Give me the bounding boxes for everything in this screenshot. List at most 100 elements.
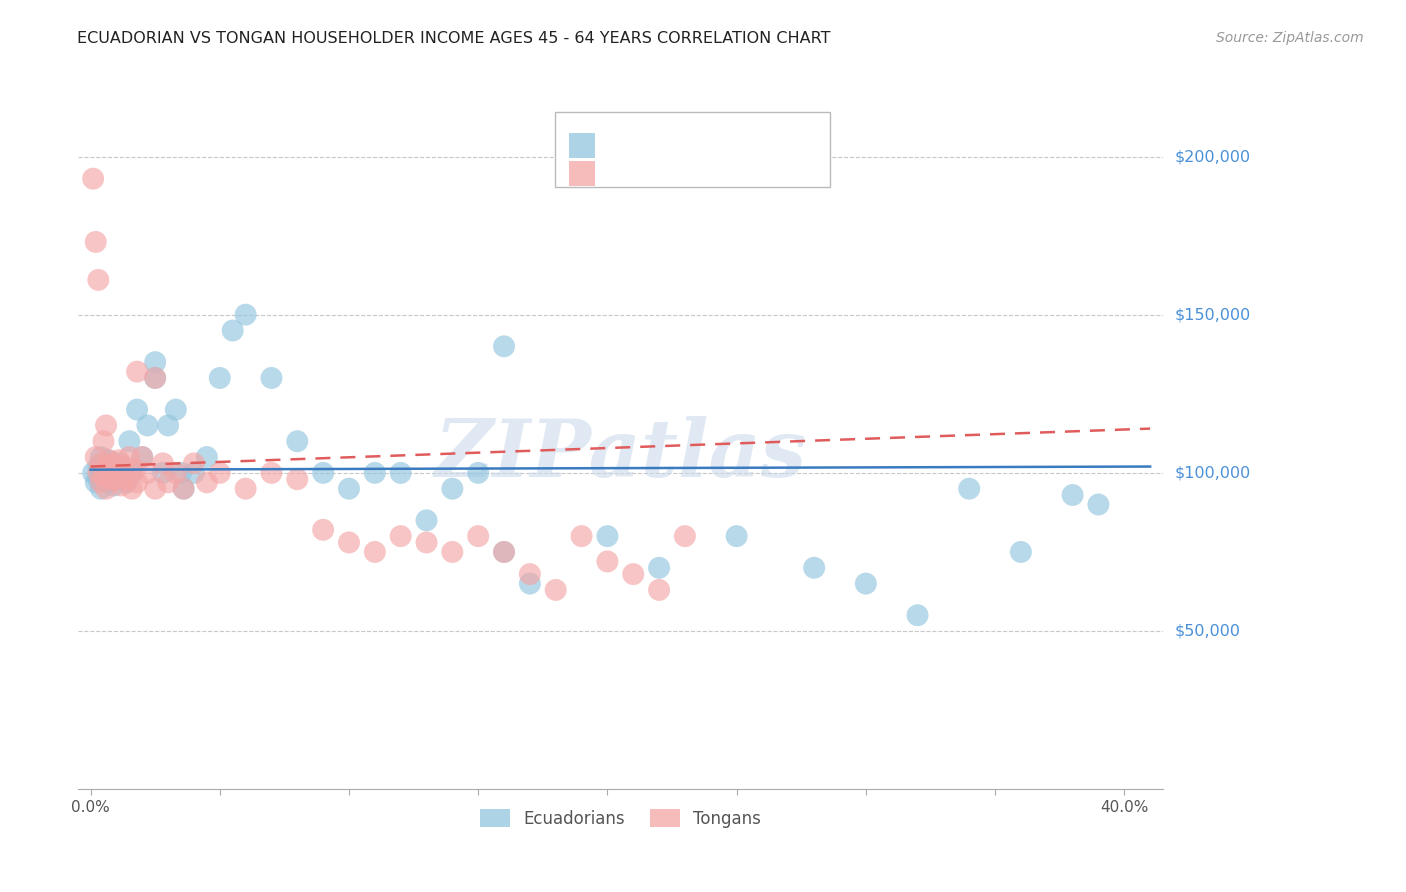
Tongans	[125, 475, 148, 490]
Ecuadorians	[87, 472, 110, 486]
Ecuadorians	[87, 459, 110, 474]
Tongans	[118, 450, 141, 464]
Ecuadorians	[803, 561, 825, 575]
Ecuadorians	[957, 482, 980, 496]
Text: $100,000: $100,000	[1174, 466, 1250, 481]
Tongans	[143, 482, 166, 496]
Tongans	[93, 434, 115, 449]
Tongans	[87, 466, 110, 480]
Ecuadorians	[519, 576, 541, 591]
Ecuadorians	[492, 545, 515, 559]
Tongans	[97, 453, 120, 467]
Tongans	[112, 459, 135, 474]
Tongans	[136, 466, 159, 480]
Text: $50,000: $50,000	[1174, 624, 1240, 639]
Ecuadorians	[441, 482, 464, 496]
Tongans	[208, 466, 231, 480]
Text: $150,000: $150,000	[1174, 307, 1250, 322]
Ecuadorians	[648, 561, 671, 575]
Ecuadorians	[125, 402, 148, 417]
Ecuadorians	[337, 482, 360, 496]
Tongans	[441, 545, 464, 559]
Ecuadorians	[115, 475, 138, 490]
Ecuadorians	[121, 466, 143, 480]
Tongans	[87, 273, 110, 287]
Tongans	[110, 478, 132, 492]
Ecuadorians	[84, 475, 107, 490]
Ecuadorians	[136, 418, 159, 433]
Ecuadorians	[1010, 545, 1032, 559]
Ecuadorians	[260, 371, 283, 385]
Ecuadorians	[94, 463, 117, 477]
Tongans	[90, 475, 112, 490]
Tongans	[121, 482, 143, 496]
Tongans	[90, 456, 112, 470]
Tongans	[195, 475, 218, 490]
Ecuadorians	[93, 456, 115, 470]
Tongans	[82, 171, 104, 186]
Tongans	[152, 456, 174, 470]
Text: R = 0.008: R = 0.008	[609, 131, 699, 149]
Ecuadorians	[364, 466, 387, 480]
Ecuadorians	[108, 456, 131, 470]
Tongans	[125, 365, 148, 379]
Ecuadorians	[222, 324, 245, 338]
Ecuadorians	[415, 513, 437, 527]
Text: ZIPatlas: ZIPatlas	[434, 416, 807, 493]
Ecuadorians	[312, 466, 335, 480]
Tongans	[648, 582, 671, 597]
Ecuadorians	[97, 475, 120, 490]
Tongans	[108, 453, 131, 467]
Tongans	[544, 582, 567, 597]
Tongans	[285, 472, 308, 486]
Ecuadorians	[165, 402, 187, 417]
Tongans	[97, 459, 120, 474]
Ecuadorians	[93, 466, 115, 480]
Ecuadorians	[725, 529, 748, 543]
Tongans	[492, 545, 515, 559]
Tongans	[124, 463, 146, 477]
Ecuadorians	[110, 472, 132, 486]
Ecuadorians	[100, 463, 122, 477]
Ecuadorians	[208, 371, 231, 385]
Ecuadorians	[90, 482, 112, 496]
Ecuadorians	[285, 434, 308, 449]
Ecuadorians	[1087, 498, 1109, 512]
Tongans	[165, 466, 187, 480]
Tongans	[571, 529, 593, 543]
Ecuadorians	[97, 453, 120, 467]
Ecuadorians	[157, 418, 180, 433]
Tongans	[143, 371, 166, 385]
Tongans	[100, 456, 122, 470]
Tongans	[673, 529, 696, 543]
Tongans	[94, 482, 117, 496]
Ecuadorians	[170, 466, 193, 480]
Tongans	[519, 567, 541, 582]
Tongans	[364, 545, 387, 559]
Ecuadorians	[143, 355, 166, 369]
Ecuadorians	[389, 466, 412, 480]
Ecuadorians	[492, 339, 515, 353]
Ecuadorians	[183, 466, 205, 480]
Legend: Ecuadorians, Tongans: Ecuadorians, Tongans	[472, 803, 768, 834]
Tongans	[105, 472, 128, 486]
Ecuadorians	[112, 463, 135, 477]
Tongans	[157, 475, 180, 490]
Ecuadorians	[596, 529, 619, 543]
Ecuadorians	[105, 466, 128, 480]
Tongans	[103, 466, 125, 480]
Tongans	[312, 523, 335, 537]
Ecuadorians	[82, 466, 104, 480]
Text: N = 55: N = 55	[714, 161, 776, 178]
Tongans	[93, 469, 115, 483]
Text: R = 0.030: R = 0.030	[609, 161, 699, 178]
Ecuadorians	[131, 450, 153, 464]
Ecuadorians	[173, 482, 195, 496]
Ecuadorians	[143, 371, 166, 385]
Ecuadorians	[118, 434, 141, 449]
Ecuadorians	[94, 472, 117, 486]
Text: Source: ZipAtlas.com: Source: ZipAtlas.com	[1216, 31, 1364, 45]
Tongans	[183, 456, 205, 470]
Tongans	[596, 554, 619, 568]
Tongans	[84, 450, 107, 464]
